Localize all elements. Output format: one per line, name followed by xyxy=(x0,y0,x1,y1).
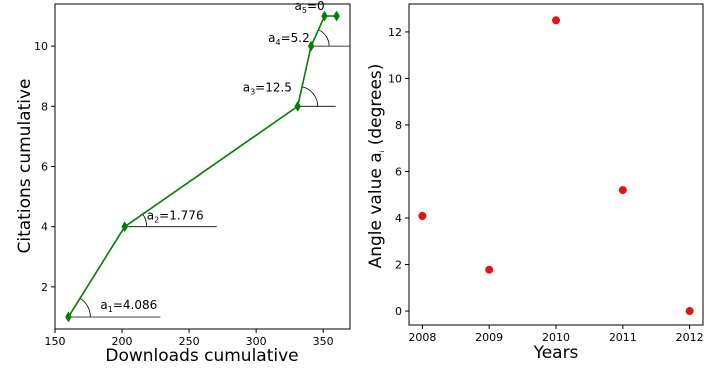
angle-label-sub: 1 xyxy=(108,305,113,314)
angle-label-value: =12.5 xyxy=(255,80,292,94)
right-y-axis-title-sub: i xyxy=(379,150,386,152)
data-point-diamond xyxy=(65,311,72,323)
right-plot-frame xyxy=(408,3,704,326)
left-x-tick-label: 200 xyxy=(112,335,133,348)
left-axes: 150 200 250 300 350 2 4 6 8 10 xyxy=(34,40,334,348)
angle-label-main: a xyxy=(268,31,275,45)
angle-label-sub: 2 xyxy=(154,216,159,225)
data-point-diamond xyxy=(121,221,129,233)
data-point-circle xyxy=(485,265,494,274)
left-y-axis-title: Citations cumulative xyxy=(15,78,35,253)
right-y-tick-label: 12 xyxy=(388,26,402,39)
right-x-axis-title: Years xyxy=(533,343,579,363)
angle-label: a2=1.776 xyxy=(147,209,204,225)
series-line-segment xyxy=(310,15,326,47)
angle-arc xyxy=(79,297,91,317)
right-y-axis-title: Angle value ai (degrees) xyxy=(366,64,386,269)
left-y-tick-label: 10 xyxy=(34,40,48,53)
angle-label: a1=4.086 xyxy=(100,298,157,314)
right-y-tick-label: 8 xyxy=(395,119,402,132)
left-x-tick-label: 300 xyxy=(246,335,267,348)
angle-label-value: =1.776 xyxy=(159,209,203,223)
angle-label: a4=5.2 xyxy=(268,31,310,47)
data-point-diamond xyxy=(333,10,340,22)
right-y-tick-label: 2 xyxy=(395,259,402,272)
left-y-tick-label: 8 xyxy=(41,100,48,113)
angle-label: a5=0 xyxy=(295,0,325,15)
right-x-tick-label: 2011 xyxy=(609,331,637,344)
left-plot-frame xyxy=(54,3,351,330)
angle-label-main: a xyxy=(295,0,302,13)
series-line-segment xyxy=(124,105,299,228)
right-y-tick-label: 0 xyxy=(395,305,402,318)
right-y-tick-label: 10 xyxy=(388,72,402,85)
left-x-tick-label: 350 xyxy=(313,335,334,348)
left-x-axis-title: Downloads cumulative xyxy=(105,346,298,366)
data-point-circle xyxy=(418,211,427,220)
right-axes: 2008 2009 2010 2011 2012 0 2 4 6 8 10 12 xyxy=(388,26,704,344)
data-point-circle xyxy=(618,186,627,195)
angle-arc xyxy=(301,86,319,107)
right-y-tick-label: 6 xyxy=(395,165,402,178)
data-point-circle xyxy=(552,16,560,25)
angle-label-value: =0 xyxy=(307,0,325,13)
left-x-tick-label: 250 xyxy=(179,335,200,348)
series-line-segment xyxy=(67,226,126,318)
data-point-circle xyxy=(685,307,694,316)
angle-label: a3=12.5 xyxy=(243,80,292,96)
angle-label-main: a xyxy=(147,209,154,223)
data-point-diamond xyxy=(307,40,315,52)
right-y-tick-label: 4 xyxy=(395,212,402,225)
right-series xyxy=(418,16,694,316)
data-point-diamond xyxy=(321,10,328,22)
right-x-tick-label: 2010 xyxy=(542,331,570,344)
left-series xyxy=(65,10,340,323)
right-y-axis-title-rest: (degrees) xyxy=(366,64,386,151)
angle-label-value: =5.2 xyxy=(281,31,310,45)
series-line-segment xyxy=(296,45,312,107)
left-y-tick-label: 6 xyxy=(41,161,48,174)
angle-arc xyxy=(318,29,330,47)
right-chart: 2008 2009 2010 2011 2012 0 2 4 6 8 10 12 Years Angl… xyxy=(366,3,704,363)
right-x-tick-label: 2009 xyxy=(475,331,503,344)
angle-label-sub: 4 xyxy=(275,38,280,47)
right-x-tick-label: 2008 xyxy=(408,331,436,344)
angle-label-main: a xyxy=(243,80,250,94)
angle-label-sub: 5 xyxy=(302,6,307,15)
data-point-diamond xyxy=(294,100,301,112)
angle-label-main: a xyxy=(100,298,107,312)
left-x-tick-label: 150 xyxy=(45,335,66,348)
angle-label-value: =4.086 xyxy=(113,298,157,312)
left-y-tick-label: 4 xyxy=(41,221,48,234)
left-y-tick-label: 2 xyxy=(41,281,48,294)
right-y-axis-title-main: Angle value a xyxy=(366,152,386,268)
angle-label-sub: 3 xyxy=(250,87,255,96)
right-x-tick-label: 2012 xyxy=(676,331,704,344)
